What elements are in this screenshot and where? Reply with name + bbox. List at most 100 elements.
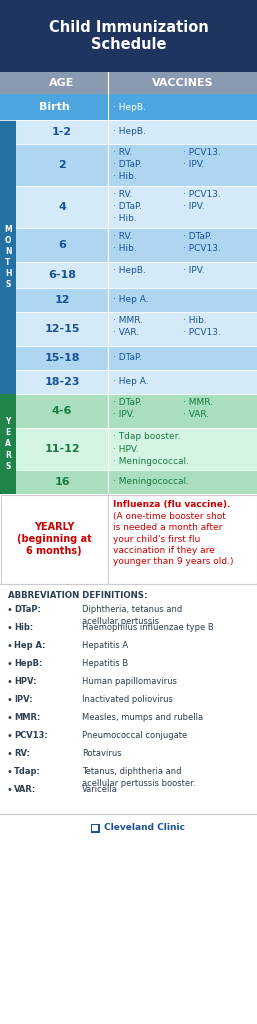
Text: 2: 2 [58,160,66,170]
Text: · Tdap booster.
· HPV.
· Meningococcal.: · Tdap booster. · HPV. · Meningococcal. [113,432,189,466]
Text: •: • [6,695,12,705]
Text: Inactivated poliovirus: Inactivated poliovirus [82,695,173,705]
Bar [16,262,257,288]
Text: · DTaP.
· IPV.: · DTaP. · IPV. [113,398,142,419]
Bar [0,120,16,394]
Bar [0,494,257,584]
Bar [0,584,257,814]
Text: younger than 9 years old.): younger than 9 years old.) [113,557,234,566]
Bar [0,394,16,494]
Bar [16,228,257,262]
Bar [0,72,257,94]
Text: Measles, mumps and rubella: Measles, mumps and rubella [82,713,203,722]
Bar [16,470,257,494]
Text: •: • [6,749,12,759]
Text: · HepB.: · HepB. [113,128,146,136]
Text: RV:: RV: [14,749,30,758]
Text: HPV:: HPV: [14,677,36,686]
Text: 18-23: 18-23 [44,377,80,387]
Bar [0,814,257,842]
Text: 16: 16 [54,477,70,487]
Text: YEARLY
(beginning at
6 months): YEARLY (beginning at 6 months) [17,522,91,556]
Bar [92,825,98,831]
Text: •: • [6,641,12,651]
Text: Human papillomavirus: Human papillomavirus [82,677,177,686]
Text: 6: 6 [58,240,66,250]
Text: •: • [6,677,12,687]
Text: · HepB.: · HepB. [113,102,146,112]
Text: · RV.
· DTaP.
· Hib.: · RV. · DTaP. · Hib. [113,148,142,181]
Bar [16,428,257,470]
Text: Child Immunization
Schedule: Child Immunization Schedule [49,19,208,52]
Text: · Hep A.: · Hep A. [113,378,149,386]
Text: · HepB.: · HepB. [113,266,146,275]
Text: •: • [6,767,12,777]
Text: · PCV13.
· IPV.: · PCV13. · IPV. [183,148,221,169]
Text: Birth: Birth [39,102,69,112]
Bar [16,394,257,428]
Text: DTaP:: DTaP: [14,605,41,614]
Text: · Hep A.: · Hep A. [113,296,149,304]
Text: PCV13:: PCV13: [14,731,48,740]
Text: · PCV13.
· IPV.: · PCV13. · IPV. [183,190,221,211]
Bar [0,0,257,72]
Text: 1-2: 1-2 [52,127,72,137]
Text: · RV.
· DTaP.
· Hib.: · RV. · DTaP. · Hib. [113,190,142,223]
Text: •: • [6,731,12,741]
Text: •: • [6,713,12,723]
Text: AGE: AGE [49,78,75,88]
Text: Pneumococcal conjugate: Pneumococcal conjugate [82,731,187,740]
Text: •: • [6,659,12,669]
Text: your child's first flu: your child's first flu [113,535,200,544]
Text: 15-18: 15-18 [44,353,80,362]
Text: (A one-time booster shot: (A one-time booster shot [113,512,226,520]
Text: M
O
N
T
H
S: M O N T H S [4,224,12,289]
Text: 11-12: 11-12 [44,444,80,454]
Text: · Hib.
· PCV13.: · Hib. · PCV13. [183,316,221,337]
Text: · IPV.: · IPV. [183,266,205,275]
Text: · DTaP.
· PCV13.: · DTaP. · PCV13. [183,232,221,253]
Text: · MMR.
· VAR.: · MMR. · VAR. [183,398,213,419]
Text: is needed a month after: is needed a month after [113,523,222,532]
Bar [16,370,257,394]
Text: Varicella: Varicella [82,785,118,794]
Bar [16,120,257,144]
Text: 12-15: 12-15 [44,324,80,334]
Bar [16,288,257,312]
Text: Hepatitis B: Hepatitis B [82,659,128,668]
Text: Haemophilus influenzae type B: Haemophilus influenzae type B [82,623,214,632]
Text: 4: 4 [58,202,66,212]
Text: vaccination if they are: vaccination if they are [113,546,215,555]
Text: 6-18: 6-18 [48,270,76,280]
Text: •: • [6,623,12,633]
Text: Rotavirus: Rotavirus [82,749,122,758]
Text: Hepatitis A: Hepatitis A [82,641,128,650]
Text: · Meningococcal.: · Meningococcal. [113,477,189,486]
Text: IPV:: IPV: [14,695,33,705]
Text: 12: 12 [54,295,70,305]
Bar [16,312,257,346]
Text: Y
E
A
R
S: Y E A R S [5,418,11,471]
Text: · RV.
· Hib.: · RV. · Hib. [113,232,137,253]
Bar [1,495,256,584]
Text: · MMR.
· VAR.: · MMR. · VAR. [113,316,143,337]
Text: Cleveland Clinic: Cleveland Clinic [104,823,185,833]
Text: •: • [6,605,12,615]
Text: Influenza (flu vaccine).: Influenza (flu vaccine). [113,500,230,509]
Text: ABBREVIATION DEFINITIONS:: ABBREVIATION DEFINITIONS: [8,591,148,600]
Text: •: • [6,785,12,795]
Text: Diphtheria, tetanus and
acellular pertussis: Diphtheria, tetanus and acellular pertus… [82,605,182,626]
Bar [90,823,99,833]
Text: Tetanus, diphtheria and
acellular pertussis booster.: Tetanus, diphtheria and acellular pertus… [82,767,196,787]
Text: · DTaP.: · DTaP. [113,353,142,362]
Bar [16,186,257,228]
Text: Hep A:: Hep A: [14,641,45,650]
Text: Tdap:: Tdap: [14,767,41,776]
Text: MMR:: MMR: [14,713,40,722]
Bar [16,346,257,370]
Text: HepB:: HepB: [14,659,42,668]
Bar [16,144,257,186]
Text: 4-6: 4-6 [52,406,72,416]
Text: VACCINES: VACCINES [152,78,213,88]
Text: VAR:: VAR: [14,785,36,794]
